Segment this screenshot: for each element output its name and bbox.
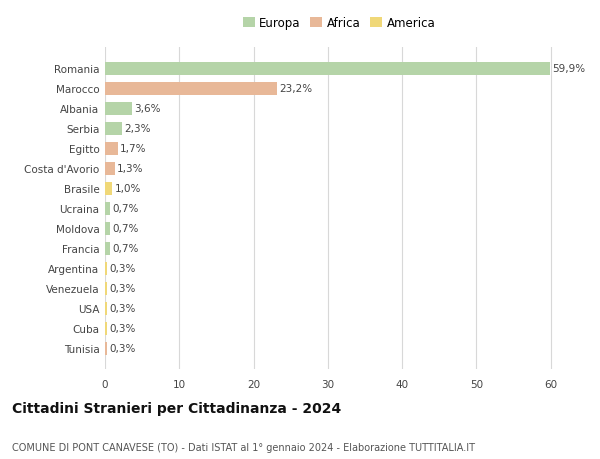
Bar — [105, 242, 110, 255]
Text: 0,7%: 0,7% — [112, 224, 139, 234]
Bar — [105, 262, 107, 275]
Text: 0,3%: 0,3% — [109, 263, 136, 274]
Bar — [105, 162, 115, 175]
Bar — [105, 123, 122, 135]
Text: 1,7%: 1,7% — [120, 144, 146, 154]
Bar — [105, 342, 107, 355]
Bar — [105, 63, 550, 76]
Bar — [105, 282, 107, 295]
Bar — [105, 182, 112, 196]
Bar — [105, 83, 277, 95]
Text: 59,9%: 59,9% — [552, 64, 586, 74]
Text: 0,3%: 0,3% — [109, 343, 136, 353]
Legend: Europa, Africa, America: Europa, Africa, America — [238, 12, 440, 35]
Text: 0,7%: 0,7% — [112, 204, 139, 214]
Text: 0,3%: 0,3% — [109, 284, 136, 294]
Bar — [105, 202, 110, 215]
Text: 2,3%: 2,3% — [124, 124, 151, 134]
Text: 3,6%: 3,6% — [134, 104, 160, 114]
Bar — [105, 322, 107, 335]
Text: Cittadini Stranieri per Cittadinanza - 2024: Cittadini Stranieri per Cittadinanza - 2… — [12, 402, 341, 415]
Text: 23,2%: 23,2% — [280, 84, 313, 94]
Text: 0,3%: 0,3% — [109, 324, 136, 333]
Bar — [105, 103, 132, 116]
Bar — [105, 302, 107, 315]
Text: 1,0%: 1,0% — [115, 184, 141, 194]
Bar — [105, 222, 110, 235]
Text: COMUNE DI PONT CANAVESE (TO) - Dati ISTAT al 1° gennaio 2024 - Elaborazione TUTT: COMUNE DI PONT CANAVESE (TO) - Dati ISTA… — [12, 442, 475, 452]
Bar — [105, 143, 118, 156]
Text: 0,3%: 0,3% — [109, 303, 136, 313]
Text: 0,7%: 0,7% — [112, 244, 139, 254]
Text: 1,3%: 1,3% — [117, 164, 143, 174]
